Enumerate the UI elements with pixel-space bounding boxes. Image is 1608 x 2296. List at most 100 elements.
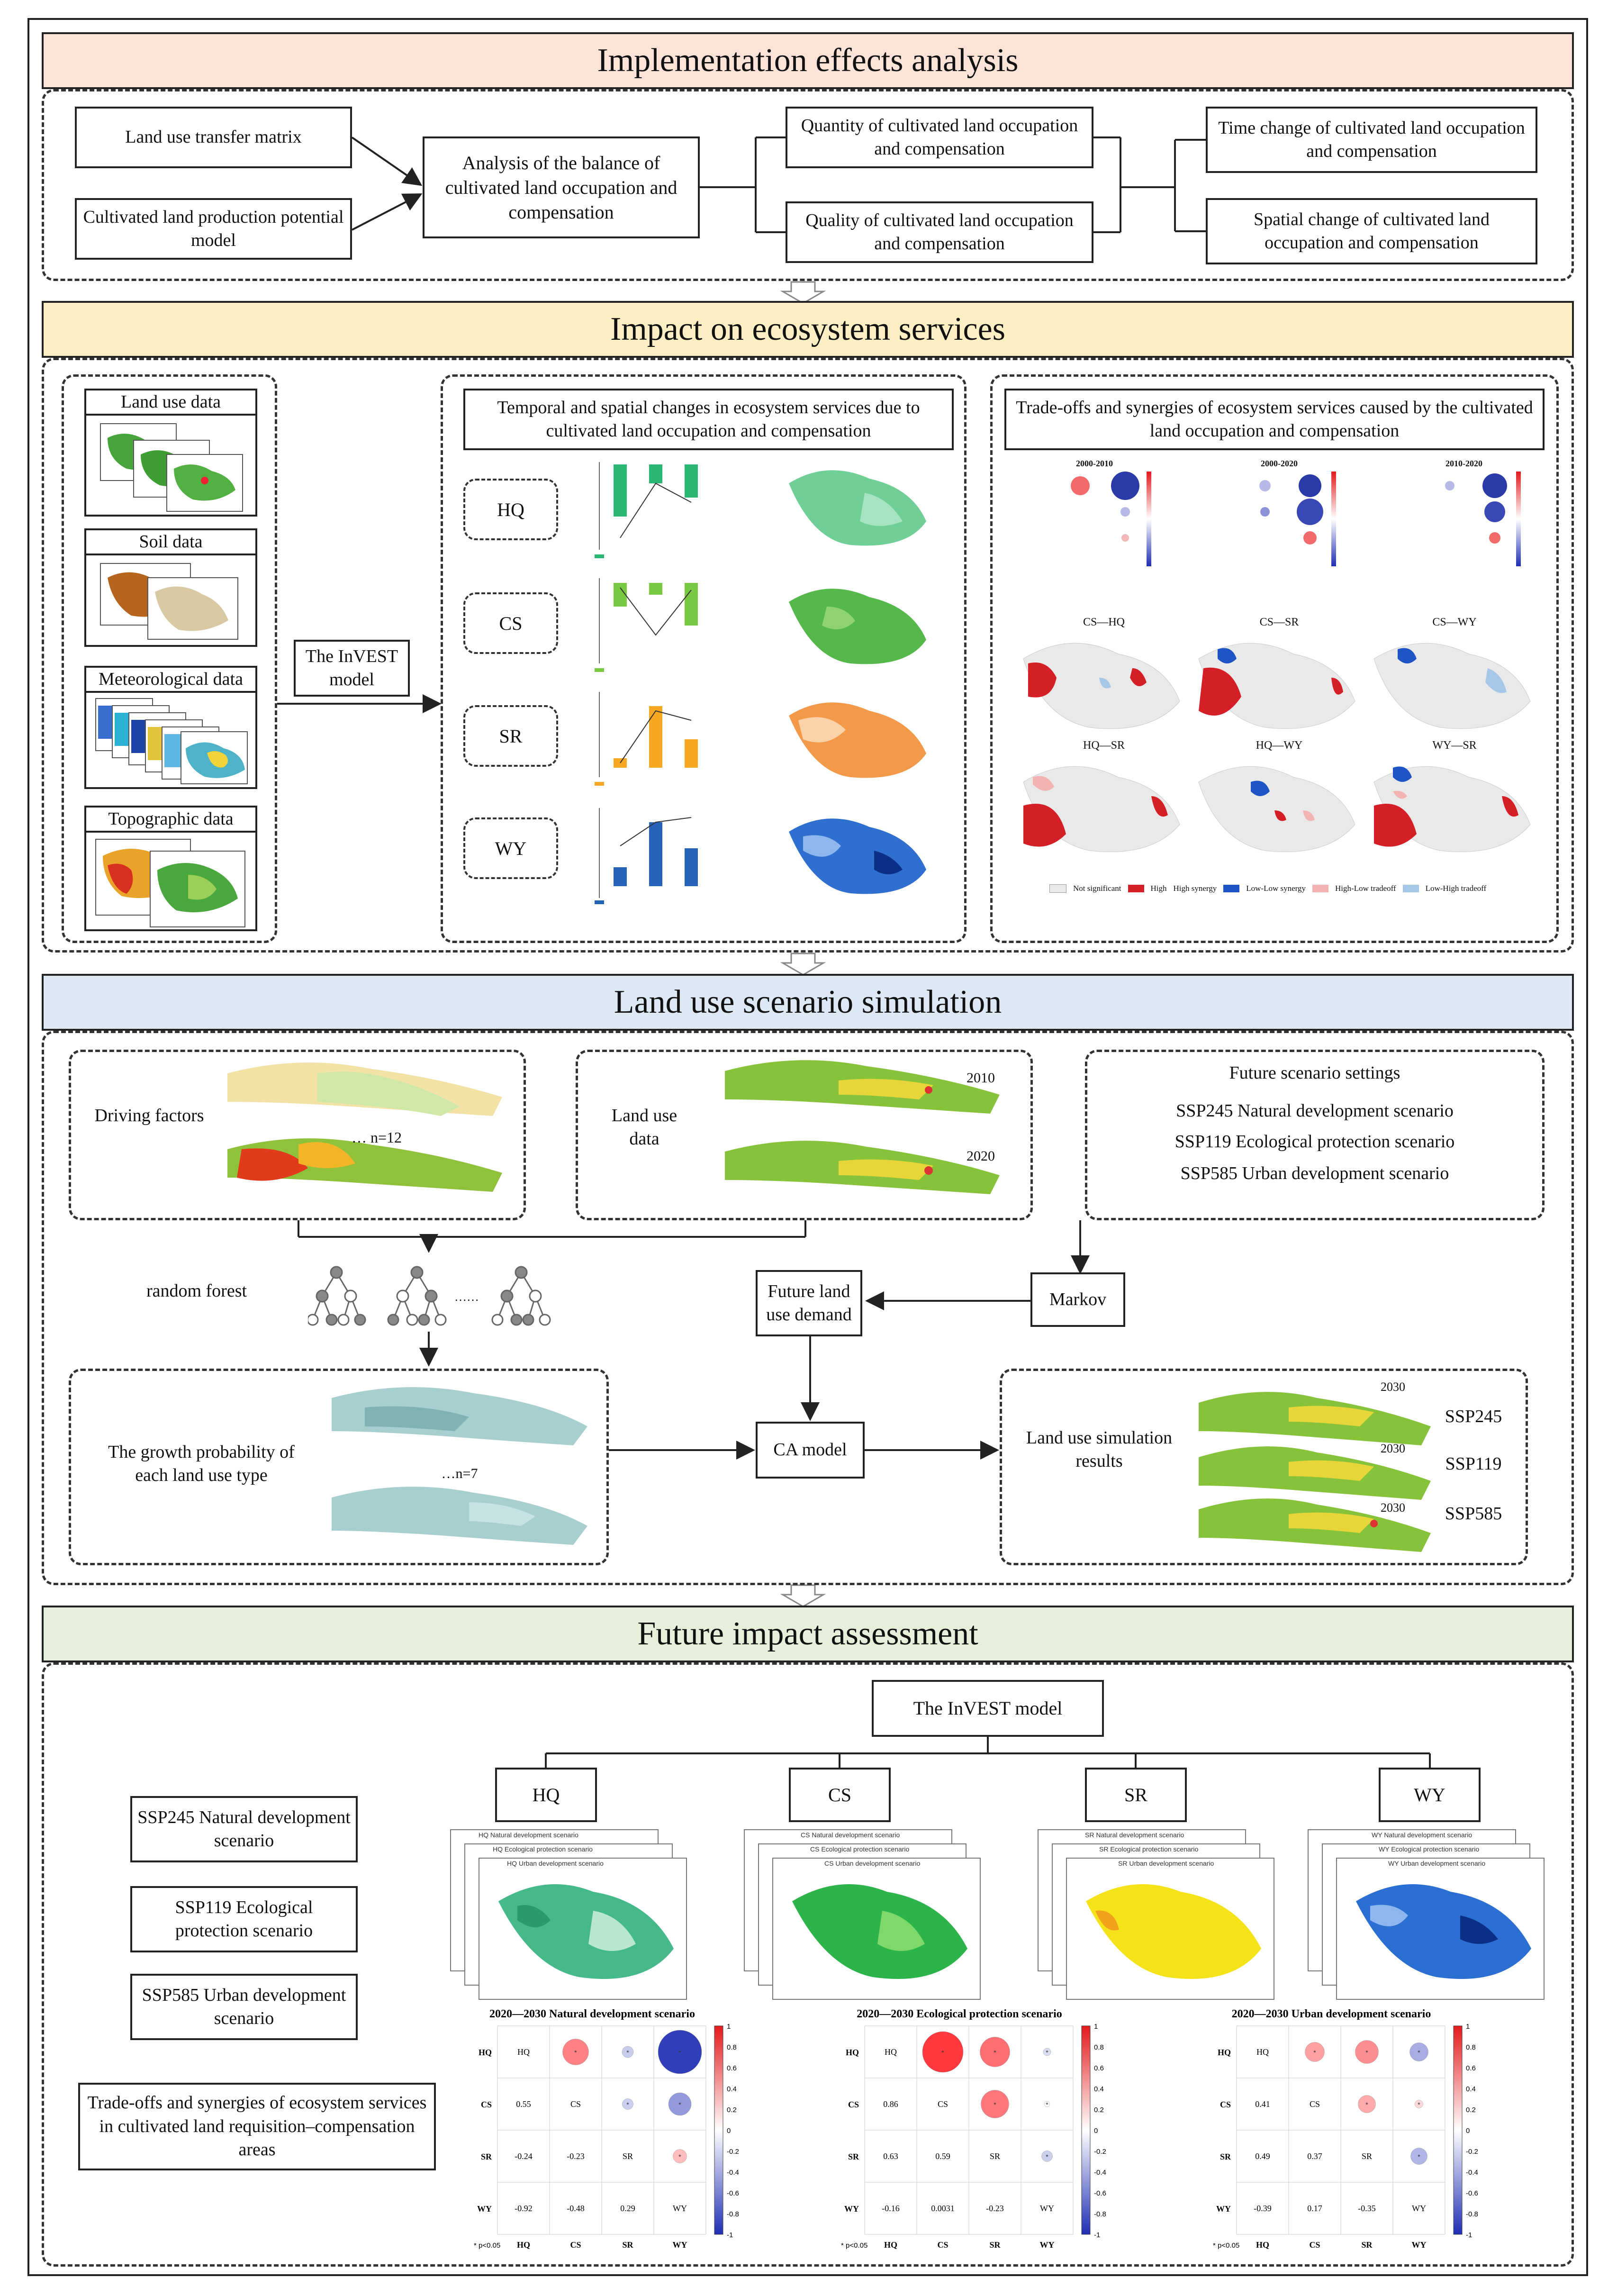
color-bar-tick: 0.4 (727, 2085, 737, 2093)
sr-change-chart (595, 692, 698, 786)
markov-box: Markov (1030, 1272, 1125, 1327)
scenario-ssp119: SSP119 Ecological protection scenario (1174, 1132, 1455, 1152)
year-2010-label: 2010 (967, 1070, 995, 1086)
period-title-2000-2010: 2000-2010 (1076, 459, 1113, 468)
p-value-note: * p<0.05 (1213, 2242, 1239, 2250)
pair-map-title-cs-wy: CS—WY (1432, 616, 1477, 628)
correlation-circle (1044, 2101, 1050, 2107)
correlation-matrix-3: 2020—2030 Urban development scenario HQ HQ… (1213, 2007, 1516, 2265)
correlation-value: -0.16 (882, 2204, 900, 2213)
column-label: CS (937, 2240, 948, 2250)
significance-marker: * (678, 2049, 681, 2056)
temporal-spatial-group (441, 374, 967, 943)
color-bar-tick: -0.4 (1094, 2169, 1106, 2177)
hq-map-label-2: HQ Ecological protection scenario (493, 1845, 593, 1853)
column-label: SR (1361, 2240, 1373, 2250)
color-bar-tick: 0.6 (727, 2064, 737, 2072)
column-label: HQ (884, 2240, 897, 2250)
color-bar-tick: -0.2 (1466, 2148, 1478, 2156)
row-label: SR (848, 2152, 859, 2161)
cs-map-label-1: CS Natural development scenario (801, 1831, 900, 1839)
significance-marker: * (1365, 2049, 1368, 2056)
hq-future-map (498, 1884, 674, 1979)
meteorological-input-label: Meteorological data (86, 668, 255, 693)
correlation-value: 0.59 (935, 2151, 950, 2161)
tradeoffs-group (990, 374, 1559, 943)
legend-label-low-low: Low-Low synergy (1246, 884, 1306, 893)
future-invest-box: The InVEST model (872, 1680, 1104, 1737)
significance-marker: * (941, 2049, 944, 2056)
column-label: SR (622, 2240, 633, 2250)
color-bar-tick: 0.2 (727, 2106, 737, 2114)
color-bar-tick: -0.6 (727, 2189, 739, 2197)
soil-input-label: Soil data (86, 530, 255, 556)
correlation-matrix-1: 2020—2030 Natural development scenario HQ… (474, 2007, 777, 2265)
diagonal-label: HQ (885, 2047, 897, 2057)
color-bar-tick: -0.4 (1466, 2169, 1478, 2177)
ca-model-box: CA model (756, 1422, 865, 1479)
future-service-hq: HQ (495, 1768, 597, 1822)
diagonal-label: HQ (517, 2047, 530, 2057)
legend-label-low-high: Low-High tradeoff (1425, 884, 1487, 893)
correlation-circle (1305, 2042, 1325, 2062)
color-bar-tick: -0.8 (1094, 2210, 1106, 2218)
correlation-matrix-svg: 2020—2030 Natural development scenario HQ… (474, 2008, 739, 2250)
sim-year-ssp119: 2030 (1381, 1442, 1405, 1455)
row-label: WY (1216, 2204, 1231, 2214)
pair-map-title-cs-hq: CS—HQ (1083, 616, 1125, 628)
correlation-value: 0.55 (516, 2099, 531, 2109)
color-bar-tick: -0.6 (1094, 2189, 1106, 2197)
tradeoffs-title: Trade-offs and synergies of ecosystem se… (1004, 389, 1545, 450)
hq-map-label-3: HQ Urban development scenario (507, 1860, 604, 1867)
p-value-note: * p<0.05 (841, 2242, 867, 2250)
section-scenario-container (42, 1031, 1574, 1585)
soil-map-icon (100, 563, 238, 640)
soil-input-card: Soil data (84, 528, 257, 647)
correlation-circle (981, 2090, 1009, 2118)
cs-map-label-2: CS Ecological protection scenario (810, 1845, 910, 1853)
correlation-value: 0.29 (620, 2204, 635, 2213)
period-title-2010-2020: 2010-2020 (1445, 459, 1482, 468)
cs-map-label-3: CS Urban development scenario (824, 1860, 921, 1867)
column-label: CS (570, 2240, 581, 2250)
row-label: CS (481, 2100, 492, 2109)
hq-map-card-3 (479, 1858, 687, 2000)
future-service-sr: SR (1085, 1768, 1187, 1822)
row-label: HQ (1218, 2048, 1231, 2057)
correlation-circle (668, 2092, 692, 2116)
correlation-circle (562, 2039, 589, 2065)
correlation-value: 0.37 (1307, 2151, 1322, 2161)
legend-label-high-low: High-Low tradeoff (1335, 884, 1396, 893)
diagonal-label: CS (1310, 2099, 1320, 2109)
diagonal-label: WY (1040, 2204, 1054, 2213)
pair-map-legend: Not significant High High synergy Low-Lo… (1049, 879, 1547, 898)
ssp585-label: SSP585 (1445, 1504, 1502, 1524)
land-use-input-card: Land use data (84, 389, 257, 517)
left-box-ssp585: SSP585 Urban development scenario (130, 1974, 358, 2040)
temporal-spatial-title: Temporal and spatial changes in ecosyste… (463, 389, 954, 450)
row-label: CS (848, 2100, 859, 2109)
cs-future-map (792, 1884, 967, 1979)
row-label: WY (477, 2204, 492, 2214)
correlation-value: -0.23 (986, 2204, 1004, 2213)
color-bar-tick: -0.8 (727, 2210, 739, 2218)
diagonal-label: SR (1362, 2151, 1372, 2161)
hq-change-chart (595, 462, 698, 558)
correlation-matrix-svg: 2020—2030 Ecological protection scenario… (841, 2008, 1106, 2250)
color-bar-tick: 0.2 (1094, 2106, 1104, 2114)
color-bar-tick: -0.6 (1466, 2189, 1478, 2197)
significance-marker: * (994, 2101, 996, 2108)
correlation-circle (922, 2031, 964, 2073)
service-label-cs: CS (463, 592, 558, 654)
color-bar-tick: 1 (1094, 2023, 1098, 2031)
color-bar-tick: 0.8 (1094, 2043, 1104, 2051)
correlation-value: -0.48 (567, 2204, 585, 2213)
topographic-input-card: Topographic data (84, 806, 257, 931)
simulation-results-label: Land use simulation results (1026, 1428, 1173, 1471)
sr-map-card-3 (1066, 1858, 1274, 2000)
random-forest-trees-icon (308, 1266, 551, 1326)
sr-map-label-2: SR Ecological protection scenario (1099, 1845, 1199, 1853)
topographic-input-label: Topographic data (86, 808, 255, 833)
pair-map-title-hq-wy: HQ—WY (1256, 739, 1303, 752)
correlation-circle (622, 2046, 634, 2058)
